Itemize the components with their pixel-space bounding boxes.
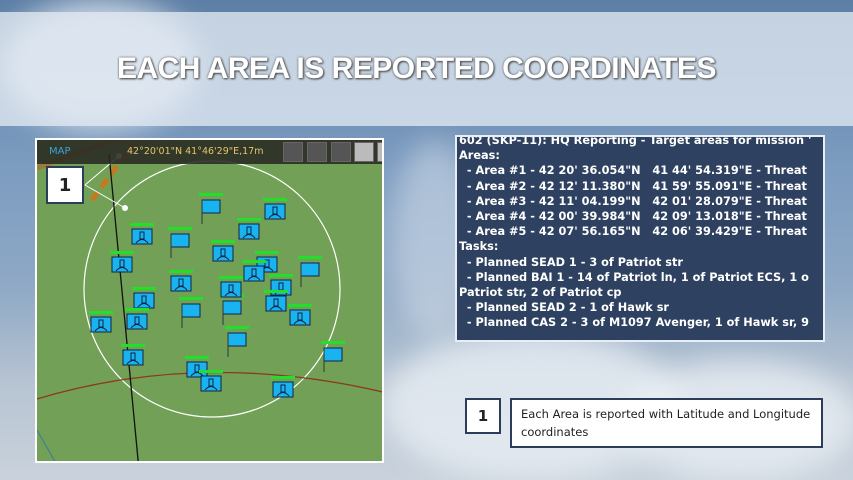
report-line: Tasks: bbox=[459, 240, 499, 254]
river bbox=[37, 429, 56, 461]
unit-sam-icon[interactable] bbox=[199, 370, 223, 392]
unit-sam-icon[interactable] bbox=[271, 376, 295, 398]
report-line: - Area #3 - 42 11' 04.199"N 42 01' 28.07… bbox=[459, 194, 807, 208]
unit-sam-icon[interactable] bbox=[185, 356, 209, 378]
report-line: - Planned SEAD 2 - 1 of Hawk sr bbox=[459, 301, 670, 315]
route-line bbox=[108, 153, 139, 461]
report-line: - Planned SEAD 1 - 3 of Patriot str bbox=[459, 255, 683, 269]
report-line: - Area #2 - 42 12' 11.380"N 41 59' 55.09… bbox=[459, 179, 807, 193]
unit-flag-icon[interactable] bbox=[168, 227, 192, 258]
callout-number-marker: 1 bbox=[46, 166, 84, 204]
route-icon[interactable] bbox=[307, 142, 327, 162]
report-line: Areas: bbox=[459, 149, 500, 163]
radar-icon[interactable] bbox=[377, 142, 382, 162]
callout-text: Each Area is reported with Latitude and … bbox=[510, 398, 823, 448]
unit-flag-icon[interactable] bbox=[321, 341, 345, 372]
report-line: - Area #4 - 42 00' 39.984"N 42 09' 13.01… bbox=[459, 210, 807, 224]
map-label: MAP bbox=[49, 146, 71, 157]
unit-flag-icon[interactable] bbox=[298, 256, 322, 287]
hq-report-text: 602 (SKP-11): HQ Reporting - Target area… bbox=[455, 135, 825, 342]
unit-sam-icon[interactable] bbox=[130, 223, 154, 245]
map-canvas[interactable] bbox=[37, 140, 384, 463]
report-line: - Area #1 - 42 20' 36.054"N 41 44' 54.31… bbox=[459, 164, 807, 178]
report-line: - Planned BAI 1 - 14 of Patriot ln, 1 of… bbox=[459, 270, 809, 284]
unit-sam-icon[interactable] bbox=[219, 276, 243, 298]
unit-sam-icon[interactable] bbox=[263, 198, 287, 220]
unit-flag-icon[interactable] bbox=[220, 294, 244, 325]
unit-sam-icon[interactable] bbox=[132, 287, 156, 309]
unit-flag-icon[interactable] bbox=[225, 326, 249, 357]
unit-sam-icon[interactable] bbox=[110, 251, 134, 273]
unit-sam-icon[interactable] bbox=[169, 270, 193, 292]
unit-sam-icon[interactable] bbox=[89, 311, 113, 333]
slide-title: EACH AREA IS REPORTED COORDINATES bbox=[116, 52, 717, 85]
map-panel[interactable]: MAP 42°20'01"N 41°46'29"E,17m bbox=[35, 138, 384, 463]
unit-sam-icon[interactable] bbox=[237, 218, 261, 240]
unit-sam-icon[interactable] bbox=[211, 240, 235, 262]
unit-sam-icon[interactable] bbox=[125, 308, 149, 330]
unit-sam-icon[interactable] bbox=[242, 260, 266, 282]
unit-sam-icon[interactable] bbox=[121, 344, 145, 366]
report-line: - Area #5 - 42 07' 56.165"N 42 06' 39.42… bbox=[459, 225, 807, 239]
unit-sam-icon[interactable] bbox=[288, 304, 312, 326]
radar-icon[interactable] bbox=[354, 142, 374, 162]
report-line: 602 (SKP-11): HQ Reporting - Target area… bbox=[459, 135, 812, 147]
unit-flag-icon[interactable] bbox=[179, 297, 203, 328]
callout-leader bbox=[84, 184, 126, 209]
callout-number: 1 bbox=[465, 398, 501, 434]
title-banner bbox=[0, 12, 853, 126]
layers-icon[interactable] bbox=[283, 142, 303, 162]
report-line: - Planned CAS 2 - 3 of M1097 Avenger, 1 … bbox=[459, 316, 809, 330]
unit-sam-icon[interactable] bbox=[264, 290, 288, 312]
cursor-coordinates: 42°20'01"N 41°46'29"E,17m bbox=[127, 146, 264, 157]
map-toolbar: MAP 42°20'01"N 41°46'29"E,17m bbox=[37, 140, 382, 164]
leader-dot bbox=[122, 205, 128, 211]
unit-flag-icon[interactable] bbox=[199, 193, 223, 224]
search-icon[interactable] bbox=[331, 142, 351, 162]
report-line: Patriot str, 2 of Patriot cp bbox=[459, 286, 622, 300]
